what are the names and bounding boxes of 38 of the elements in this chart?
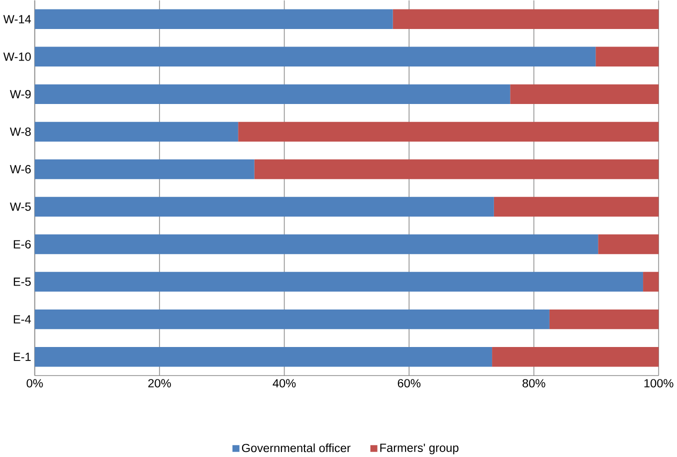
bar [34, 9, 393, 29]
y-tick-label: E-1 [14, 352, 31, 361]
bar [34, 46, 596, 66]
y-tick-label: W-10 [3, 52, 31, 61]
bar [34, 346, 492, 366]
bar [238, 122, 659, 142]
bar [596, 46, 659, 66]
bar [34, 272, 644, 292]
legend-label: Governmental officer [242, 443, 350, 452]
bar [34, 159, 254, 179]
y-tick-label: W-6 [10, 164, 31, 174]
y-tick-label: W-14 [3, 14, 31, 23]
bar [549, 309, 659, 329]
x-tick-label: 40% [272, 378, 296, 388]
bar [510, 84, 659, 104]
bar [34, 122, 238, 142]
bar [34, 234, 598, 254]
y-tick-label: W-5 [10, 202, 31, 211]
x-tick-label: 80% [522, 378, 546, 388]
x-tick-label: 20% [148, 378, 171, 388]
y-tick-label: E-5 [14, 277, 31, 286]
bar [392, 9, 659, 29]
y-tick-label: W-9 [10, 90, 31, 98]
y-tick-label: W-8 [10, 127, 31, 136]
bar [492, 346, 659, 366]
y-tick-label: E-4 [14, 315, 31, 324]
bar [34, 309, 550, 329]
x-tick-label: 0% [26, 378, 43, 388]
bar [34, 84, 510, 104]
y-tick-label: E-6 [14, 240, 31, 248]
bar [643, 272, 659, 292]
x-tick-label: 100% [644, 378, 674, 388]
legend-label: Farmers' group [380, 444, 458, 454]
x-tick-label: 60% [398, 378, 420, 388]
bar [598, 234, 659, 254]
bar [494, 196, 659, 216]
bar [34, 196, 494, 216]
bar [254, 159, 659, 179]
